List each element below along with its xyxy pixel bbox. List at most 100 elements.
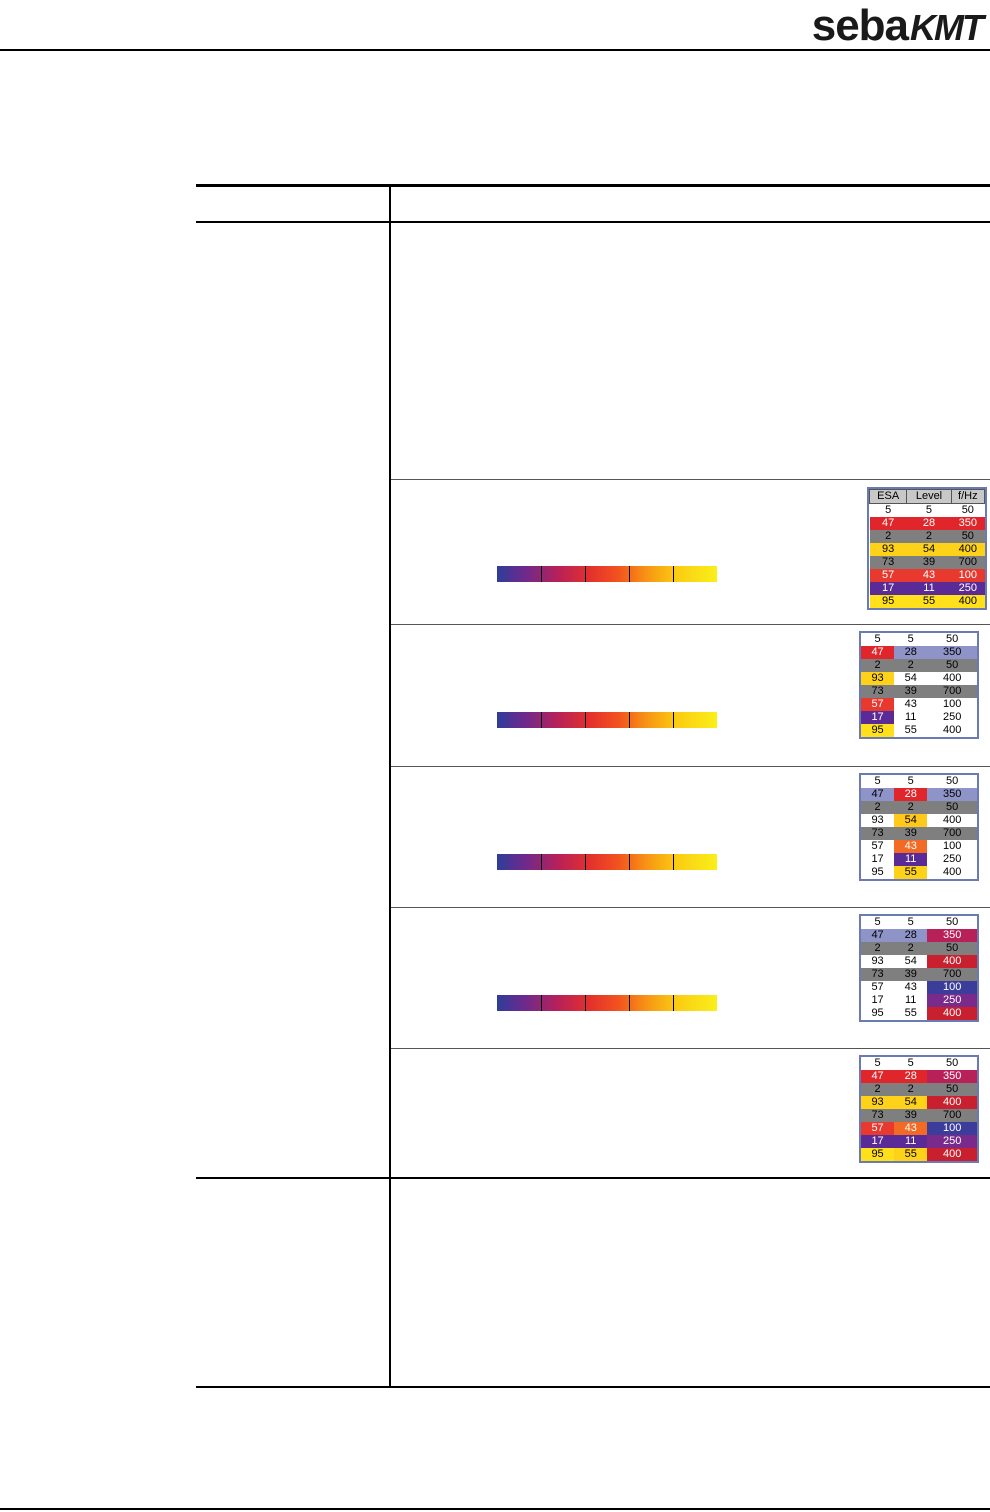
- table-cell: 700: [927, 685, 977, 698]
- table-row: 93 54 400: [861, 955, 977, 968]
- column-header: ESA: [868, 489, 908, 504]
- scale-tick: [541, 995, 542, 1011]
- table-cell: 95: [861, 1007, 895, 1020]
- scale-tick: [541, 566, 542, 582]
- table-row: 57 43 100: [861, 698, 977, 711]
- table-cell: 57: [861, 1122, 895, 1135]
- table-cell: 400: [927, 1007, 977, 1020]
- subrow-divider-5: [391, 1048, 990, 1049]
- table-cell: 47: [861, 929, 895, 942]
- table-cell: 350: [927, 646, 977, 659]
- subrow-divider-2: [391, 624, 990, 625]
- table-cell: 95: [861, 724, 895, 737]
- table-cell: 54: [906, 543, 952, 556]
- table-cell: 55: [894, 724, 928, 737]
- mini-table: 5 5 50 47 28 350 2 2 50 93 54 400 73 39 700 57 43 100 17 11…: [861, 1057, 977, 1161]
- table-cell: 57: [869, 569, 907, 582]
- scale-tick: [673, 854, 674, 870]
- table-cell: 5: [894, 633, 928, 646]
- table-cell: 39: [894, 827, 928, 840]
- scale-tick: [541, 712, 542, 728]
- table-cell: 100: [951, 569, 985, 582]
- table-row: 2 2 50: [861, 942, 977, 955]
- header-rule: [0, 49, 990, 51]
- table-row: 73 39 700: [869, 556, 985, 569]
- results-table-example-2: 5 5 50 47 28 350 2 2 50 93 54 400 73 39 700 57 43 100 17 11…: [859, 631, 979, 739]
- table-row: 93 54 400: [869, 543, 985, 556]
- table-cell: 400: [927, 866, 977, 879]
- table-cell: 50: [927, 775, 977, 788]
- mini-table: 5 5 50 47 28 350 2 2 50 93 54 400 73 39 700 57 43 100 17 11…: [861, 633, 977, 737]
- table-cell: 50: [951, 530, 985, 543]
- table-cell: 5: [906, 503, 952, 517]
- table-cell: 2: [894, 659, 928, 672]
- table-row: 95 55 400: [861, 866, 977, 879]
- mini-table-header-row: ESA Level f/Hz: [868, 489, 986, 504]
- table-cell: 93: [861, 955, 895, 968]
- table-row: 5 5 50: [861, 1057, 977, 1070]
- scale-tick: [629, 854, 630, 870]
- table-cell: 2: [861, 942, 895, 955]
- table-row: 57 43 100: [869, 569, 985, 582]
- table-row: 95 55 400: [869, 595, 985, 608]
- table-row: 2 2 50: [861, 659, 977, 672]
- scale-tick: [673, 712, 674, 728]
- column-header: Level: [906, 489, 952, 504]
- table-cell: 50: [927, 916, 977, 929]
- logo-seba-text: seba: [811, 1, 909, 50]
- subrow-divider-1: [391, 479, 990, 480]
- table-cell: 57: [861, 840, 895, 853]
- table-cell: 700: [927, 968, 977, 981]
- table-cell: 43: [894, 981, 928, 994]
- scale-tick: [673, 995, 674, 1011]
- table-cell: 5: [894, 916, 928, 929]
- results-table-example-5: 5 5 50 47 28 350 2 2 50 93 54 400 73 39 700 57 43 100 17 11…: [859, 1055, 979, 1163]
- table-cell: 400: [927, 814, 977, 827]
- table-cell: 350: [951, 517, 985, 530]
- table-cell: 28: [894, 788, 928, 801]
- mini-table: 5 5 50 47 28 350 2 2 50 93 54 400 73 39 700 57 43 100 17 11…: [861, 916, 977, 1020]
- table-row: 57 43 100: [861, 981, 977, 994]
- scale-tick: [629, 995, 630, 1011]
- table-cell: 54: [894, 814, 928, 827]
- table-row: 17 11 250: [869, 582, 985, 595]
- table-cell: 2: [894, 942, 928, 955]
- table-cell: 50: [927, 633, 977, 646]
- table-row: 93 54 400: [861, 814, 977, 827]
- table-cell: 5: [894, 775, 928, 788]
- table-cell: 47: [869, 517, 907, 530]
- table-row: 73 39 700: [861, 1109, 977, 1122]
- table-cell: 250: [951, 582, 985, 595]
- table-cell: 400: [951, 595, 985, 608]
- results-table-example-1: ESA Level f/Hz 5 5 50 47 28 350 2 2 50 93 54 400 73 39 70…: [867, 487, 987, 610]
- table-row: 47 28 350: [861, 1070, 977, 1083]
- table-cell: 11: [894, 1135, 928, 1148]
- table-column-divider: [389, 184, 391, 1388]
- table-cell: 5: [861, 633, 895, 646]
- scale-tick: [585, 712, 586, 728]
- table-cell: 50: [927, 942, 977, 955]
- table-cell: 5: [861, 1057, 895, 1070]
- table-cell: 47: [861, 1070, 895, 1083]
- table-row: 95 55 400: [861, 1148, 977, 1161]
- table-cell: 50: [927, 659, 977, 672]
- color-scale-bar: [497, 566, 717, 582]
- table-cell: 2: [894, 1083, 928, 1096]
- logo-kmt-text: KMT: [910, 7, 984, 48]
- table-cell: 47: [861, 646, 895, 659]
- mini-table: ESA Level f/Hz 5 5 50 47 28 350 2 2 50 93 54 400 73 39 70…: [868, 489, 986, 608]
- color-scale-bar: [497, 712, 717, 728]
- scale-tick: [541, 854, 542, 870]
- table-row: 47 28 350: [861, 788, 977, 801]
- table-row: 47 28 350: [869, 517, 985, 530]
- table-cell: 17: [861, 994, 895, 1007]
- scale-tick: [585, 566, 586, 582]
- table-cell: 11: [894, 994, 928, 1007]
- table-cell: 28: [894, 929, 928, 942]
- table-row: 95 55 400: [861, 1007, 977, 1020]
- table-row: 73 39 700: [861, 968, 977, 981]
- table-cell: 5: [861, 916, 895, 929]
- table-cell: 39: [906, 556, 952, 569]
- table-cell: 39: [894, 968, 928, 981]
- table-cell: 11: [894, 711, 928, 724]
